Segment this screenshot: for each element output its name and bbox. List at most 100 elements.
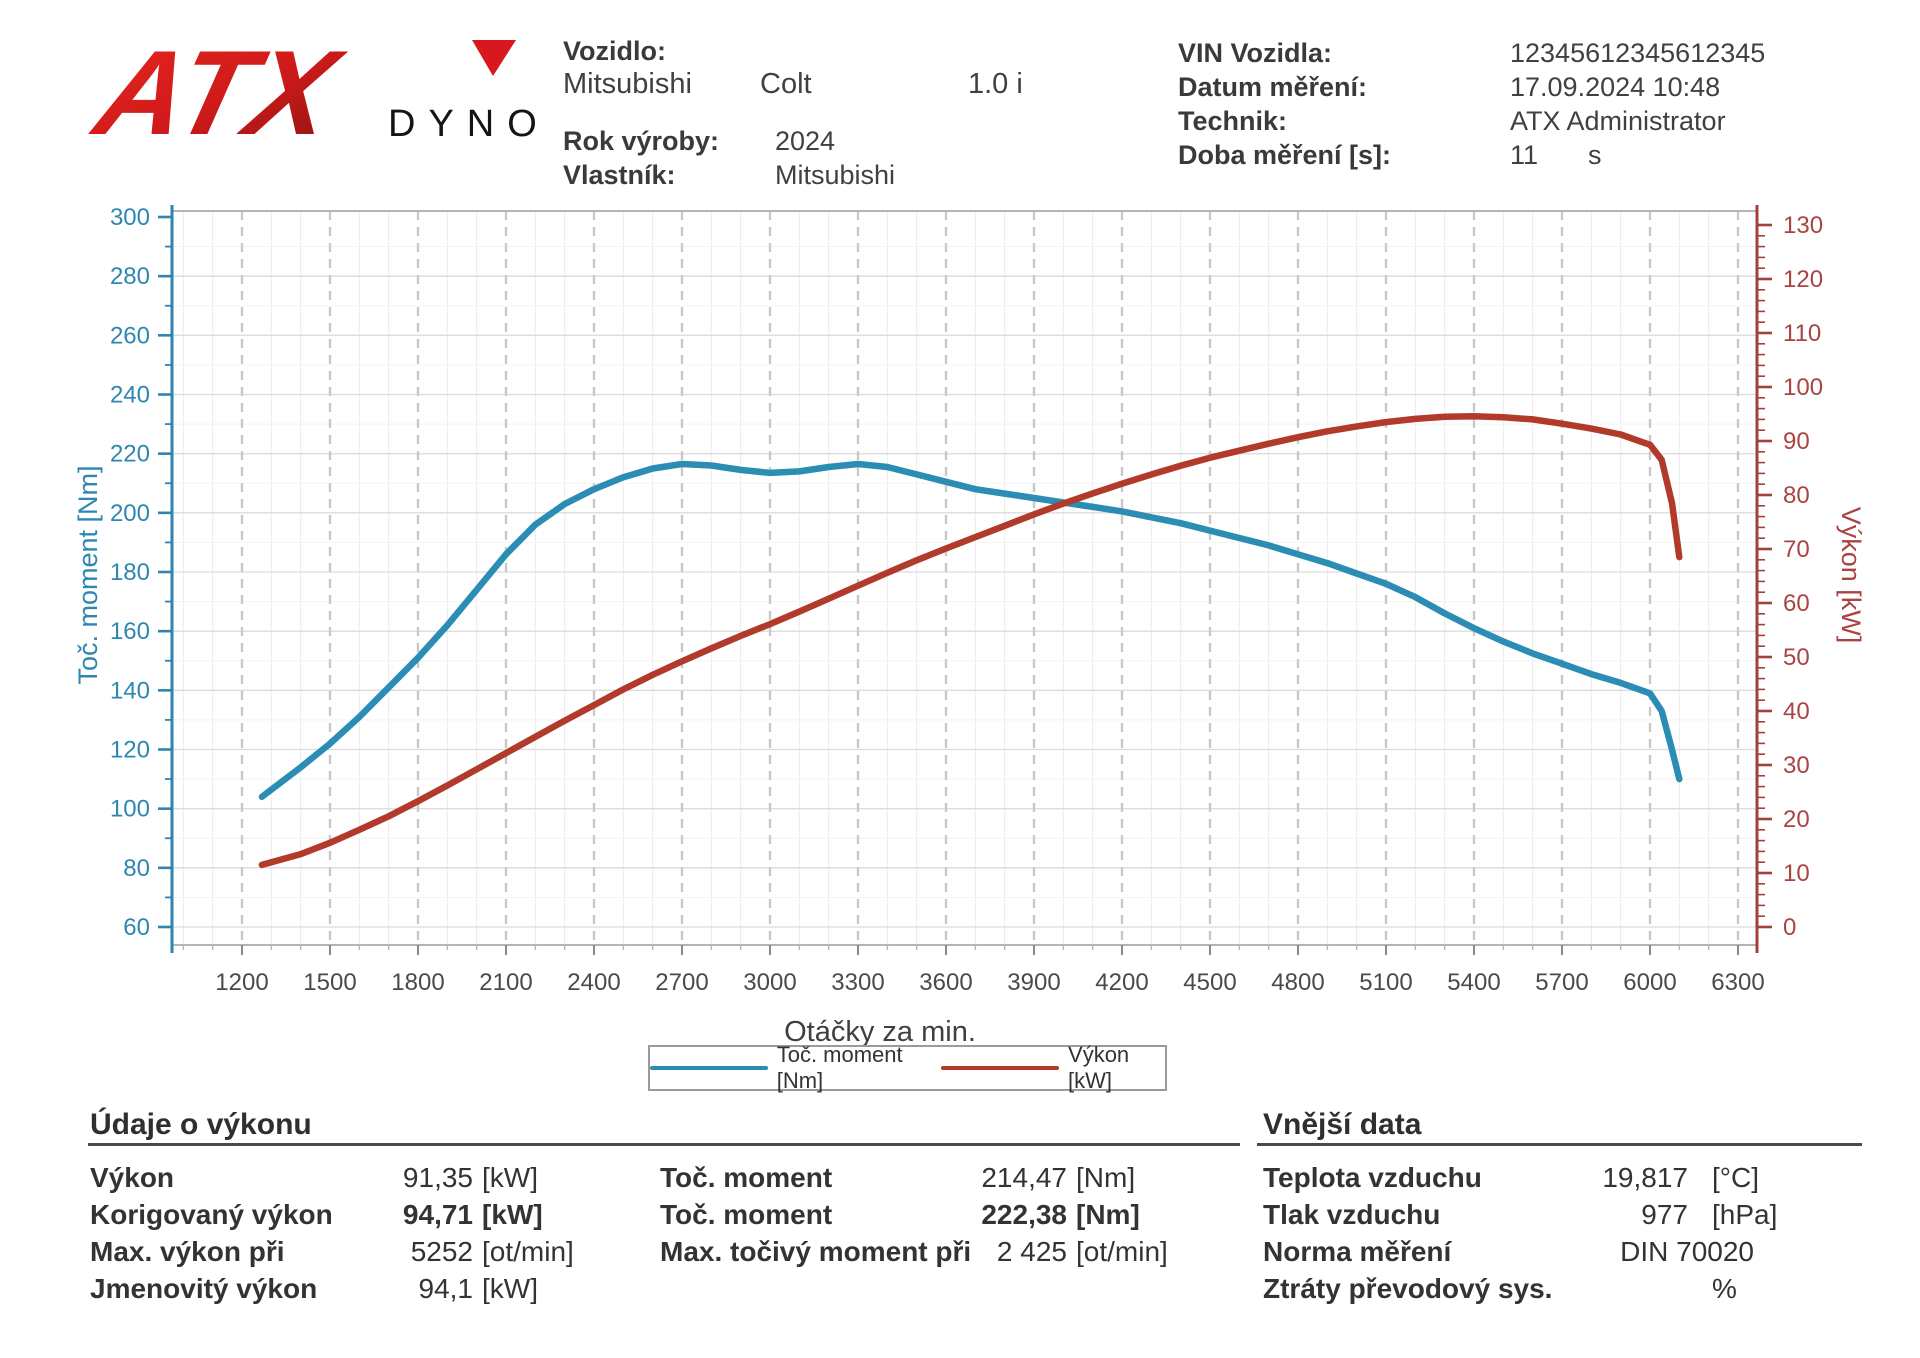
x-axis-tick-label: 6300 [1711, 969, 1764, 996]
left-axis-tick-label: 80 [123, 855, 150, 882]
left-axis-tick-label: 300 [110, 204, 150, 231]
x-axis-tick-label: 1500 [303, 969, 356, 996]
vin-value: 12345612345612345 [1510, 38, 1766, 68]
row-unit: [hPa] [1712, 1199, 1778, 1230]
torque-legend-label: Toč. moment [Nm] [776, 1042, 903, 1093]
axes [170, 205, 1759, 953]
major-gridlines [172, 211, 1757, 945]
chart-legend: Toč. moment [Nm] Výkon [kW] [648, 1042, 1167, 1093]
row-label: Toč. moment [660, 1162, 833, 1193]
right-axis-tick-label: 50 [1783, 644, 1810, 671]
x-axis-title: Otáčky za min. [784, 1016, 976, 1048]
row-label: Jmenovitý výkon [90, 1273, 318, 1304]
row-unit: % [1712, 1273, 1737, 1304]
doba-mereni-value: 11 [1510, 140, 1539, 170]
x-axis-tick-label: 4500 [1183, 969, 1236, 996]
tick-labels: 60 80 100 120 140 160 180 200 220 240 260 280 3000 10… [73, 204, 1866, 1048]
row-label: Tlak vzduchu [1263, 1199, 1441, 1230]
left-axis-tick-label: 220 [110, 441, 150, 468]
vlastnik-value: Mitsubishi [775, 160, 896, 190]
rok-vyroby-value: 2024 [775, 126, 836, 156]
power-legend-label: Výkon [kW] [1068, 1042, 1130, 1093]
torque-legend-line-icon [650, 1066, 768, 1070]
power-curve [258, 412, 1683, 869]
row-unit: [kW] [482, 1162, 538, 1193]
atx-dyno-logo: ATX DYNO [70, 24, 565, 165]
technik-label: Technik: [1178, 106, 1288, 136]
x-axis-tick-label: 1800 [391, 969, 444, 996]
left-axis-tick-label: 160 [110, 618, 150, 645]
right-axis-tick-label: 30 [1783, 752, 1810, 779]
right-axis-tick-label: 120 [1783, 266, 1823, 293]
x-axis-tick-label: 4200 [1095, 969, 1148, 996]
row-value: 214,47 [981, 1162, 1067, 1193]
x-axis-tick-label: 3900 [1007, 969, 1060, 996]
row-label: Max. výkon při [90, 1236, 285, 1267]
x-axis-tick-label: 5100 [1359, 969, 1412, 996]
row-value: DIN 70020 [1620, 1236, 1754, 1267]
right-axis-tick-label: 20 [1783, 806, 1810, 833]
minor-gridlines [172, 211, 1757, 945]
right-axis-tick-label: 100 [1783, 374, 1823, 401]
x-axis-tick-label: 2400 [567, 969, 620, 996]
dyno-chart-svg: 60 80 100 120 140 160 180 200 220 240 260 280 3000 10… [73, 204, 1866, 1048]
left-section-rule [88, 1143, 1240, 1146]
logo-triangle-icon [472, 40, 516, 76]
row-value: 2 425 [996, 1236, 1067, 1267]
right-axis-tick-label: 70 [1783, 536, 1810, 563]
row-value: 977 [1641, 1199, 1688, 1230]
row-value: 5252 [410, 1236, 473, 1267]
x-axis-tick-label: 1200 [215, 969, 268, 996]
row-label: Korigovaný výkon [90, 1199, 333, 1230]
row-label: Teplota vzduchu [1263, 1162, 1482, 1193]
vozidlo-label: Vozidlo: [563, 36, 666, 66]
x-axis-tick-label: 2100 [479, 969, 532, 996]
left-axis-tick-label: 140 [110, 677, 150, 704]
technik-value: ATX Administrator [1510, 106, 1726, 136]
row-label: Toč. moment [660, 1199, 833, 1230]
row-unit: [kW] [482, 1273, 538, 1304]
left-axis-tick-label: 120 [110, 737, 150, 764]
datum-mereni-label: Datum měření: [1178, 72, 1368, 102]
row-label: Norma měření [1263, 1236, 1452, 1267]
right-axis-tick-label: 130 [1783, 212, 1823, 239]
row-unit: [kW] [482, 1199, 543, 1230]
udaje-o-vykonu-title: Údaje o výkonu [90, 1108, 312, 1141]
row-label: Max. točivý moment při [660, 1236, 972, 1267]
x-axis-tick-label: 5400 [1447, 969, 1500, 996]
vehicle-engine: 1.0 i [968, 68, 1023, 100]
vnejsi-data-title: Vnější data [1263, 1108, 1422, 1141]
curves [258, 412, 1683, 869]
tick-marks [158, 215, 1772, 955]
left-axis-title: Toč. moment [Nm] [73, 465, 103, 684]
left-axis-tick-label: 240 [110, 382, 150, 409]
svg-text:ATX: ATX [81, 26, 355, 160]
atx-brand-text: ATX [81, 26, 355, 160]
torque-curve [258, 460, 1683, 801]
vin-label: VIN Vozidla: [1178, 38, 1333, 68]
left-axis-tick-label: 280 [110, 263, 150, 290]
row-unit: [ot/min] [482, 1236, 574, 1267]
right-axis-tick-label: 40 [1783, 698, 1810, 725]
right-axis-tick-label: 110 [1783, 320, 1821, 347]
rok-vyroby-label: Rok výroby: [563, 126, 720, 156]
row-unit: [Nm] [1076, 1199, 1140, 1230]
doba-mereni-label: Doba měření [s]: [1178, 140, 1392, 170]
row-value: 94,71 [402, 1199, 473, 1230]
right-axis-tick-label: 80 [1783, 482, 1810, 509]
atx-logo-graphic: ATX DYNO [81, 26, 550, 160]
right-axis-title: Výkon [kW] [1836, 507, 1866, 644]
x-axis-tick-label: 3000 [743, 969, 796, 996]
vlastnik-label: Vlastník: [563, 160, 676, 190]
dyno-chart: 60 80 100 120 140 160 180 200 220 240 260 280 300 0 10… [0, 185, 1920, 1070]
left-axis-tick-label: 180 [110, 559, 150, 586]
left-axis-tick-label: 60 [123, 914, 150, 941]
dyno-text: DYNO [388, 103, 550, 145]
left-axis-tick-label: 260 [110, 322, 150, 349]
row-value: 91,35 [402, 1162, 473, 1193]
left-axis-tick-label: 100 [110, 796, 150, 823]
left-axis-tick-label: 200 [110, 500, 150, 527]
row-value: 19,817 [1602, 1162, 1688, 1193]
right-axis-tick-label: 90 [1783, 428, 1810, 455]
x-axis-tick-label: 3300 [831, 969, 884, 996]
